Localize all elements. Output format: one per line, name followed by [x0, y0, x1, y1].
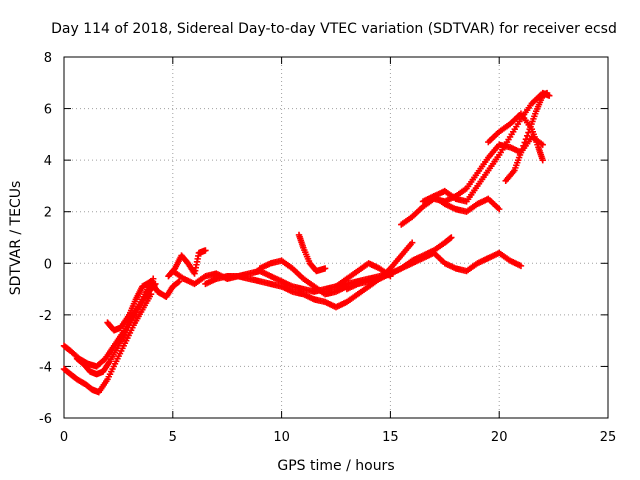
data-point [321, 265, 329, 272]
data-point [520, 142, 527, 149]
data-points [60, 89, 553, 396]
axis-ticks: 0 5 10 15 20 25 -6 -4 -2 0 2 4 6 8 [39, 51, 616, 445]
series-arc-5 [165, 247, 209, 280]
data-point [496, 205, 503, 213]
x-tick-label: 10 [273, 430, 290, 445]
series-arc-9 [295, 231, 329, 275]
x-tick-label: 20 [491, 430, 508, 445]
grid-lines [64, 57, 608, 418]
data-point [517, 149, 525, 156]
plot-area-frame [63, 56, 609, 419]
y-tick-label: 6 [44, 103, 52, 118]
x-tick-label: 15 [382, 430, 399, 445]
data-point [448, 234, 455, 241]
data-point [525, 129, 532, 136]
y-tick-label: 2 [44, 206, 52, 221]
x-tick-label: 25 [600, 430, 617, 445]
y-tick-label: -6 [39, 412, 52, 427]
x-axis-label: GPS time / hours [277, 458, 394, 474]
x-tick-label: 0 [60, 430, 68, 445]
chart-title: Day 114 of 2018, Sidereal Day-to-day VTE… [51, 21, 617, 37]
series-arc-14 [430, 89, 553, 205]
data-point [176, 278, 183, 285]
data-point [519, 145, 526, 153]
series-arc-8 [256, 257, 351, 298]
y-tick-label: -2 [39, 309, 52, 324]
data-point [517, 262, 525, 270]
series-arc-4 [104, 278, 183, 334]
y-tick-label: 8 [44, 51, 52, 66]
series-arc-15 [485, 110, 546, 164]
data-point [539, 156, 546, 164]
series-arc-3 [73, 275, 157, 378]
data-point [522, 135, 530, 143]
y-tick-label: 4 [44, 154, 52, 169]
series-arc-13 [419, 193, 503, 215]
y-tick-label: -4 [39, 360, 52, 375]
series-arc-11 [343, 234, 455, 293]
data-point [202, 247, 209, 254]
x-tick-label: 5 [169, 430, 177, 445]
data-point [543, 89, 551, 97]
y-axis-label: SDTVAR / TECUs [8, 181, 24, 296]
data-point [523, 132, 531, 140]
series-arc-16 [502, 89, 551, 184]
data-point [521, 139, 528, 146]
y-tick-label: 0 [44, 257, 52, 272]
data-point [408, 239, 416, 246]
